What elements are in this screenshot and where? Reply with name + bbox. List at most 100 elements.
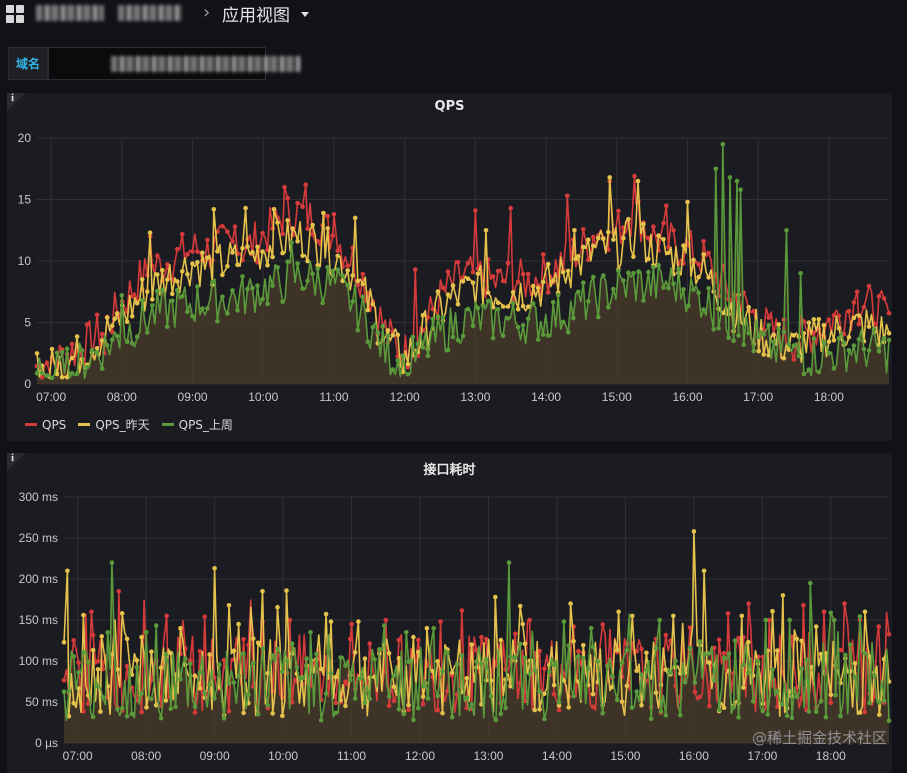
- redacted-folder-name-2[interactable]: [118, 5, 182, 21]
- data-point: [115, 667, 120, 672]
- data-point: [49, 375, 55, 381]
- data-point: [696, 290, 701, 295]
- top-navbar: › 应用视图: [0, 0, 907, 30]
- data-point: [770, 608, 775, 614]
- dashboards-grid-icon[interactable]: [6, 5, 24, 23]
- data-point: [696, 274, 701, 280]
- data-point: [280, 299, 285, 304]
- data-point: [836, 336, 842, 341]
- panel-info-corner[interactable]: [7, 93, 25, 111]
- data-point: [240, 274, 245, 279]
- legend-item-qps-last-week[interactable]: QPS_上周: [161, 416, 233, 433]
- data-point: [634, 689, 639, 694]
- data-point: [69, 355, 75, 361]
- data-point: [493, 717, 499, 723]
- data-point: [160, 287, 165, 293]
- info-icon[interactable]: i: [11, 452, 15, 464]
- title-dropdown-caret-icon[interactable]: [301, 12, 309, 17]
- data-point: [843, 652, 848, 658]
- data-point: [671, 613, 676, 619]
- data-point: [508, 654, 513, 660]
- data-point: [565, 268, 571, 274]
- data-point: [385, 328, 391, 333]
- legend-item-qps-yesterday[interactable]: QPS_昨天: [78, 416, 150, 433]
- data-point: [202, 690, 207, 696]
- panel-title[interactable]: 接口耗时: [423, 463, 476, 478]
- data-point: [666, 285, 671, 291]
- data-point: [34, 351, 40, 356]
- data-point: [635, 178, 641, 184]
- data-point: [396, 706, 402, 712]
- data-point: [220, 294, 225, 300]
- data-point: [781, 356, 787, 361]
- data-point: [505, 316, 511, 321]
- data-point: [420, 683, 426, 689]
- data-point: [732, 638, 738, 643]
- data-point: [626, 270, 631, 275]
- data-point: [791, 333, 797, 338]
- data-point: [440, 668, 445, 674]
- redacted-folder-name[interactable]: [36, 5, 104, 21]
- data-point: [377, 647, 382, 652]
- data-point: [495, 268, 501, 274]
- data-point: [420, 313, 426, 318]
- data-point: [139, 277, 145, 282]
- data-point: [370, 301, 376, 307]
- data-point: [365, 307, 371, 313]
- data-point: [611, 237, 616, 242]
- data-point: [64, 374, 70, 380]
- data-point: [109, 323, 115, 328]
- data-point: [175, 279, 180, 284]
- data-point: [806, 709, 812, 714]
- dashboard-title[interactable]: 应用视图: [222, 6, 290, 26]
- data-point: [545, 261, 551, 267]
- data-point: [285, 218, 290, 223]
- data-point: [766, 323, 771, 328]
- data-point: [129, 293, 135, 299]
- data-point: [325, 213, 331, 219]
- data-point: [345, 263, 351, 268]
- data-point: [813, 624, 819, 629]
- y-tick-label: 0 µs: [35, 736, 58, 750]
- data-point: [328, 619, 334, 624]
- data-point: [145, 330, 150, 335]
- data-point: [572, 228, 577, 233]
- data-point: [551, 692, 557, 697]
- variable-value-select[interactable]: [48, 47, 301, 80]
- data-point: [716, 707, 722, 712]
- legend-item-qps[interactable]: QPS: [25, 416, 66, 433]
- data-point: [581, 227, 586, 232]
- data-point: [571, 694, 576, 699]
- data-point: [459, 608, 465, 613]
- data-point: [520, 271, 526, 277]
- data-point: [706, 285, 711, 291]
- data-point: [813, 709, 819, 715]
- x-tick-label: 17:00: [743, 390, 773, 404]
- data-point: [260, 296, 265, 302]
- data-point: [225, 229, 230, 235]
- data-point: [430, 316, 436, 322]
- data-point: [250, 249, 255, 255]
- data-point: [220, 272, 225, 278]
- data-point: [657, 617, 662, 623]
- data-point: [465, 306, 471, 312]
- data-point: [537, 689, 542, 694]
- data-point: [661, 237, 666, 242]
- info-icon[interactable]: i: [11, 92, 15, 104]
- data-point: [300, 204, 305, 210]
- panel-title[interactable]: QPS: [434, 99, 465, 114]
- data-point: [862, 650, 867, 656]
- data-point: [192, 704, 198, 710]
- data-point: [395, 358, 401, 363]
- panel-info-corner[interactable]: [7, 453, 25, 471]
- data-point: [147, 230, 153, 235]
- data-point: [158, 715, 164, 721]
- data-point: [49, 346, 55, 352]
- data-point: [109, 560, 115, 565]
- data-point: [692, 680, 698, 685]
- data-point: [771, 332, 776, 337]
- data-point: [601, 273, 606, 278]
- data-point: [470, 323, 476, 329]
- data-point: [315, 263, 321, 268]
- data-point: [624, 683, 630, 689]
